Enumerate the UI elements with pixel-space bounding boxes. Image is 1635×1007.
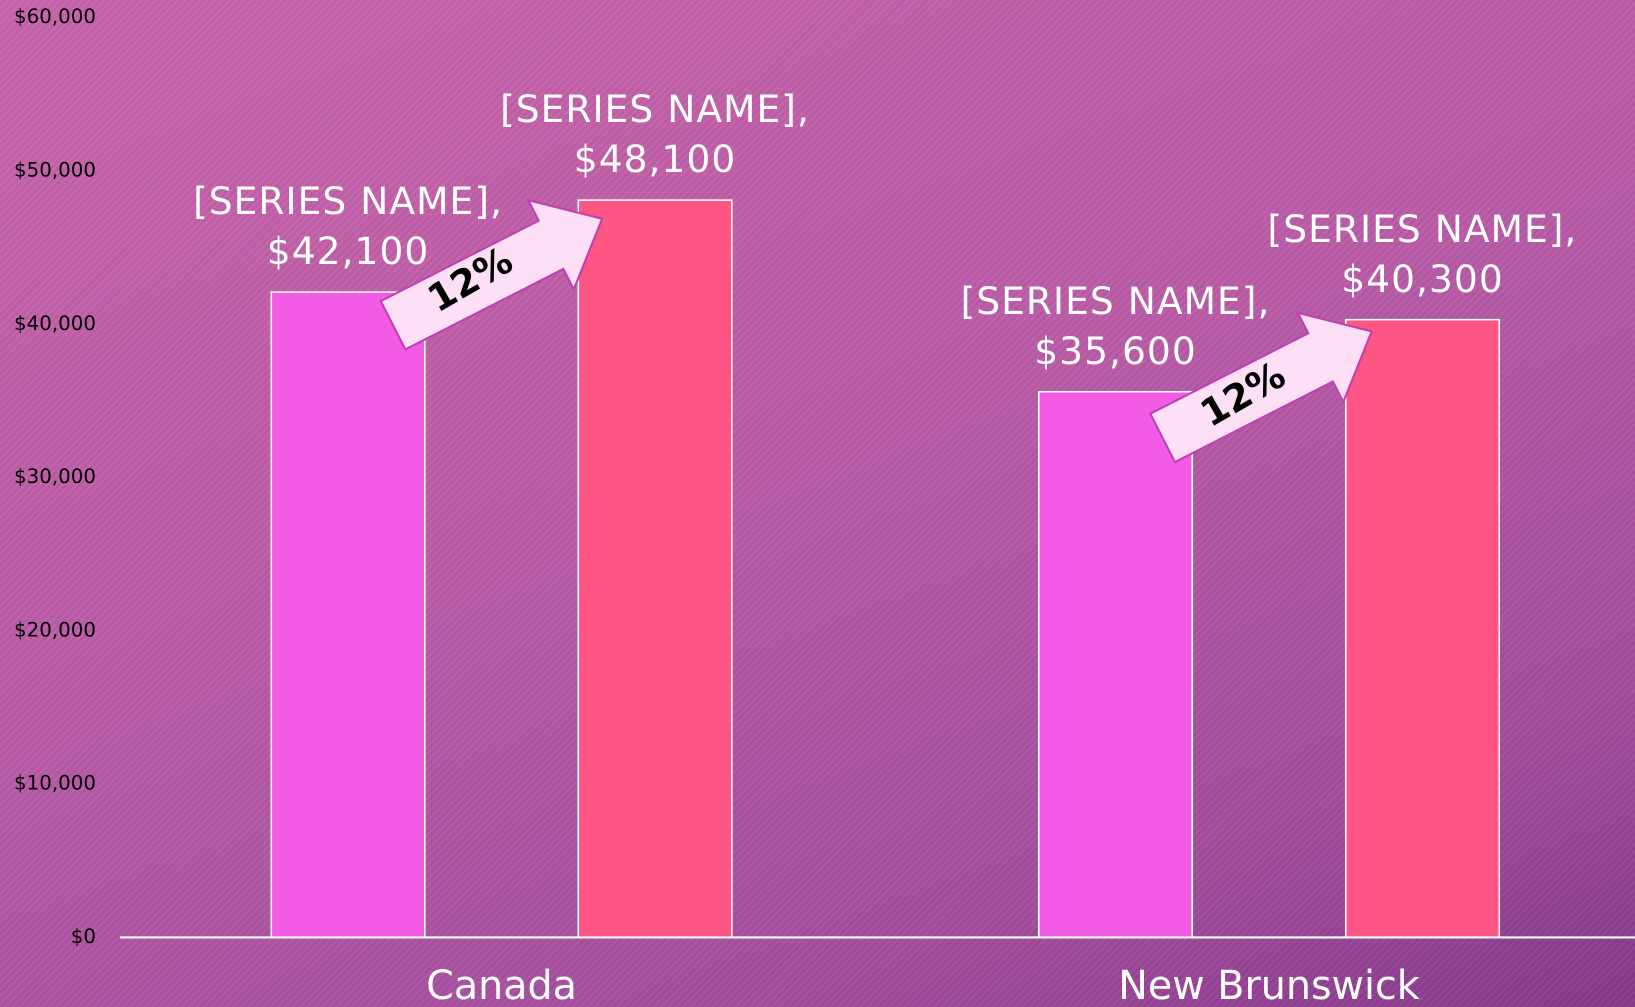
y-tick-label: $40,000 (14, 312, 96, 335)
data-label: [SERIES NAME], $42,100 (193, 180, 503, 274)
bar (270, 291, 426, 939)
y-tick-label: $20,000 (14, 618, 96, 641)
bar (1344, 318, 1501, 939)
y-tick-label: $10,000 (14, 772, 96, 795)
x-tick-label: New Brunswick (1118, 963, 1419, 1007)
arrow (1148, 311, 1374, 464)
bar (577, 199, 733, 939)
y-tick-label: $60,000 (14, 5, 96, 28)
arrow (379, 198, 604, 351)
arrow-shape (379, 198, 604, 351)
x-tick-label: Canada (426, 963, 577, 1007)
y-tick-label: $50,000 (14, 159, 96, 182)
arrow-shape (1148, 311, 1374, 464)
y-tick-label: $30,000 (14, 465, 96, 488)
data-label: [SERIES NAME], $48,100 (500, 88, 810, 182)
data-label: [SERIES NAME], $40,300 (1267, 208, 1578, 301)
bar (1037, 390, 1194, 939)
data-label: [SERIES NAME], $35,600 (960, 280, 1271, 373)
y-tick-label: $0 (71, 925, 96, 948)
